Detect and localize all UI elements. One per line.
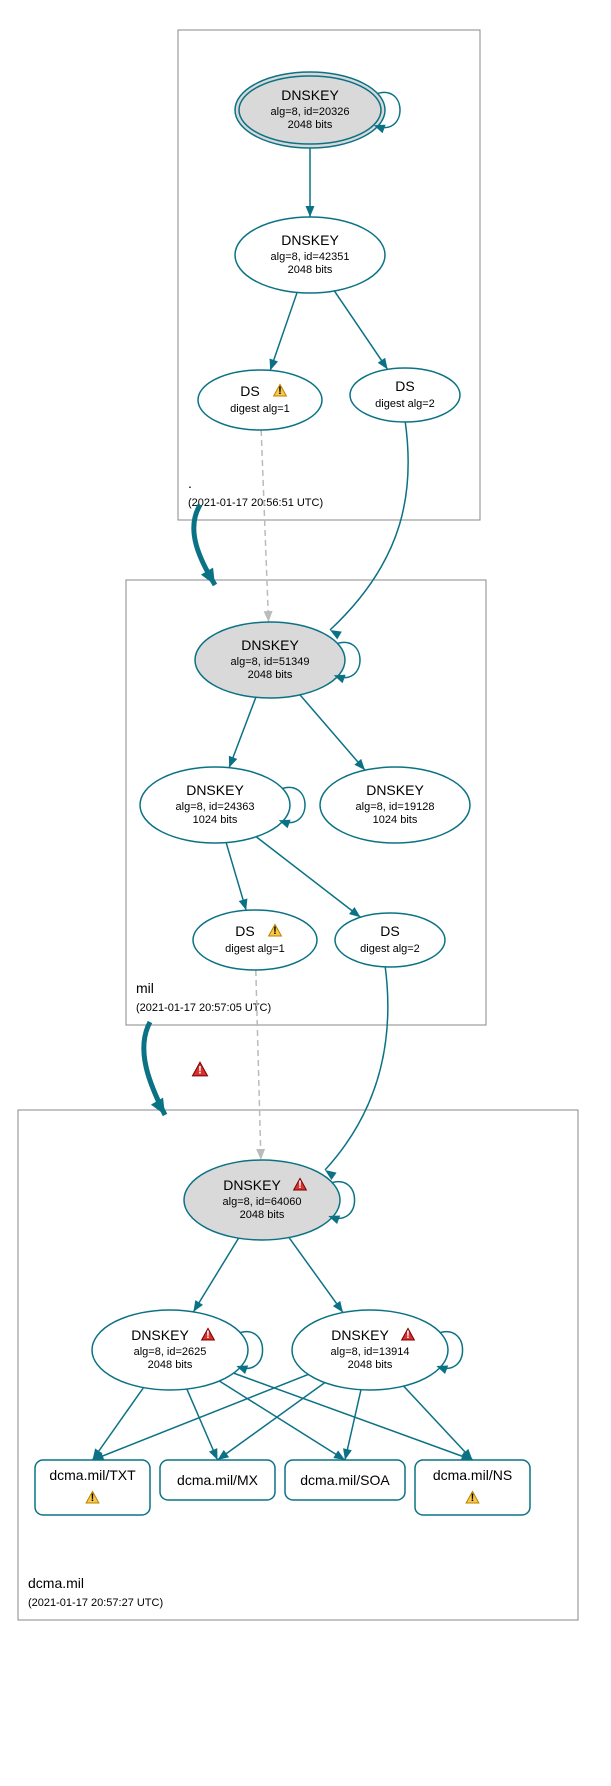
node-line2: alg=8, id=20326	[271, 106, 350, 118]
zone-timestamp-root: (2021-01-17 20:56:51 UTC)	[188, 497, 323, 509]
node-root_ds1: DS digest alg=1	[198, 370, 322, 430]
svg-text:!: !	[91, 1492, 95, 1504]
node-line3: 2048 bits	[288, 119, 333, 131]
zone-timestamp-mil: (2021-01-17 20:57:05 UTC)	[136, 1002, 271, 1014]
node-title: DNSKEY	[186, 782, 244, 798]
node-mil_zsk2: DNSKEY alg=8, id=191281024 bits	[320, 767, 470, 843]
node-line3: 2048 bits	[248, 669, 293, 681]
node-mil_ds2: DS digest alg=2	[335, 913, 445, 967]
node-line3: 1024 bits	[193, 814, 238, 826]
node-line3: 2048 bits	[288, 264, 333, 276]
node-title: DNSKEY	[281, 232, 339, 248]
node-line2: alg=8, id=19128	[356, 801, 435, 813]
node-root_ksk: DNSKEY alg=8, id=203262048 bits	[235, 72, 385, 148]
node-mil_ksk: DNSKEY alg=8, id=513492048 bits	[195, 622, 345, 698]
node-line2: digest alg=2	[375, 398, 435, 410]
svg-text:!: !	[298, 1179, 302, 1191]
rrset-ns: dcma.mil/NS	[415, 1460, 530, 1515]
node-line2: alg=8, id=64060	[223, 1196, 302, 1208]
node-line2: alg=8, id=2625	[134, 1346, 207, 1358]
node-dcma_zsk1: DNSKEY alg=8, id=26252048 bits	[92, 1310, 248, 1390]
node-line3: 2048 bits	[148, 1359, 193, 1371]
rrset-mx: dcma.mil/MX	[160, 1460, 275, 1500]
rrset-label: dcma.mil/NS	[433, 1467, 512, 1483]
svg-text:!: !	[406, 1329, 410, 1341]
svg-text:!: !	[278, 385, 282, 397]
node-dcma_zsk2: DNSKEY alg=8, id=139142048 bits	[292, 1310, 448, 1390]
svg-text:!: !	[198, 1065, 202, 1077]
zone-label-mil: mil	[136, 980, 154, 996]
rrset-label: dcma.mil/MX	[177, 1472, 259, 1488]
node-title: DNSKEY	[366, 782, 424, 798]
svg-text:!: !	[471, 1492, 475, 1504]
zone-label-root: .	[188, 475, 192, 491]
zone-timestamp-dcma: (2021-01-17 20:57:27 UTC)	[28, 1597, 163, 1609]
node-title: DS	[395, 378, 414, 394]
zone-label-dcma: dcma.mil	[28, 1575, 84, 1591]
dnssec-diagram: . (2021-01-17 20:56:51 UTC) mil (2021-01-17…	[0, 0, 611, 1786]
node-dcma_ksk: DNSKEY alg=8, id=640602048 bits	[184, 1160, 340, 1240]
node-title: DNSKEY	[331, 1327, 389, 1343]
node-line2: digest alg=1	[225, 943, 285, 955]
node-line3: 2048 bits	[240, 1209, 285, 1221]
node-mil_ds1: DS digest alg=1	[193, 910, 317, 970]
nodes: DNSKEYalg=8, id=203262048 bitsDNSKEYalg=…	[35, 72, 530, 1515]
node-title: DNSKEY	[281, 87, 339, 103]
rrset-txt: dcma.mil/TXT	[35, 1460, 150, 1515]
node-root_zsk: DNSKEY alg=8, id=423512048 bits	[235, 217, 385, 293]
node-title: DNSKEY	[131, 1327, 189, 1343]
rrset-label: dcma.mil/SOA	[300, 1472, 390, 1488]
node-line2: digest alg=2	[360, 943, 420, 955]
node-mil_zsk1: DNSKEY alg=8, id=243631024 bits	[140, 767, 290, 843]
svg-text:!: !	[273, 925, 277, 937]
node-line2: alg=8, id=42351	[271, 251, 350, 263]
node-title: DS	[240, 383, 259, 399]
node-line2: alg=8, id=13914	[331, 1346, 410, 1358]
node-line2: digest alg=1	[230, 403, 290, 415]
node-title: DS	[235, 923, 254, 939]
node-title: DS	[380, 923, 399, 939]
node-line3: 2048 bits	[348, 1359, 393, 1371]
node-root_ds2: DS digest alg=2	[350, 368, 460, 422]
node-line3: 1024 bits	[373, 814, 418, 826]
rrset-label: dcma.mil/TXT	[49, 1467, 136, 1483]
svg-text:!: !	[206, 1329, 210, 1341]
node-line2: alg=8, id=24363	[176, 801, 255, 813]
node-title: DNSKEY	[241, 637, 299, 653]
node-title: DNSKEY	[223, 1177, 281, 1193]
node-line2: alg=8, id=51349	[231, 656, 310, 668]
rrset-soa: dcma.mil/SOA	[285, 1460, 405, 1500]
